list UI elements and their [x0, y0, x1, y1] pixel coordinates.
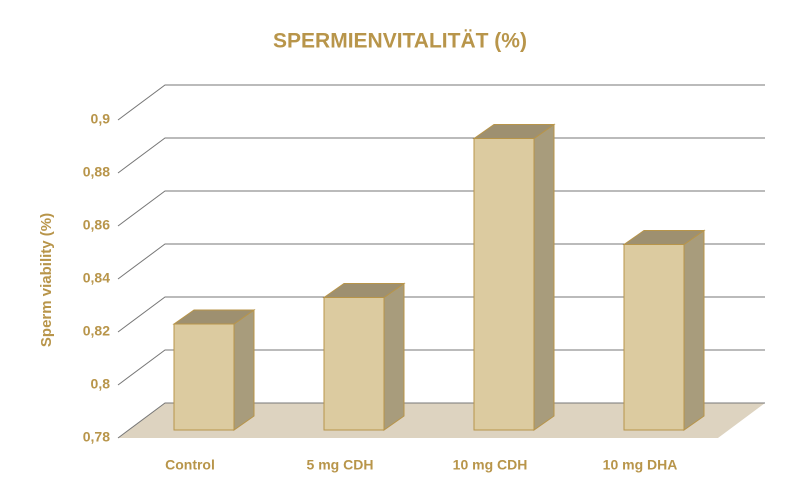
bar-side	[533, 123, 555, 431]
y-tick-label: 0,84	[83, 270, 110, 286]
bar	[623, 244, 685, 431]
bar	[323, 297, 385, 431]
y-tick-label: 0,8	[91, 376, 111, 392]
x-tick-label: 10 mg DHA	[603, 457, 678, 473]
grid-line	[117, 243, 765, 280]
grid-line	[117, 190, 765, 227]
x-tick-label: 10 mg CDH	[453, 457, 528, 473]
bar-side	[233, 309, 255, 431]
bar	[173, 323, 235, 431]
y-tick-label: 0,78	[83, 429, 110, 445]
y-tick-label: 0,82	[83, 323, 110, 339]
x-tick-label: 5 mg CDH	[307, 457, 374, 473]
grid-line	[117, 402, 765, 439]
y-axis-label: Sperm viability (%)	[38, 213, 55, 347]
y-tick-label: 0,88	[83, 164, 110, 180]
y-tick-label: 0,9	[91, 111, 111, 127]
x-tick-label: Control	[165, 457, 215, 473]
bar	[473, 138, 535, 431]
grid-line	[117, 349, 765, 386]
grid-line	[117, 84, 765, 121]
y-tick-label: 0,86	[83, 217, 110, 233]
chart-title: SPERMIENVITALITÄT (%)	[273, 30, 527, 53]
grid-line	[117, 296, 765, 333]
floor	[118, 403, 765, 438]
bar-side	[683, 229, 705, 431]
grid-line	[117, 137, 765, 174]
bar-side	[383, 282, 405, 431]
